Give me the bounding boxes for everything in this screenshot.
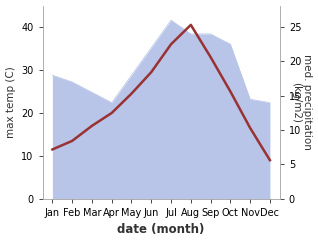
X-axis label: date (month): date (month) [117,223,205,236]
Y-axis label: med. precipitation
(kg/m2): med. precipitation (kg/m2) [291,54,313,150]
Y-axis label: max temp (C): max temp (C) [5,66,16,138]
